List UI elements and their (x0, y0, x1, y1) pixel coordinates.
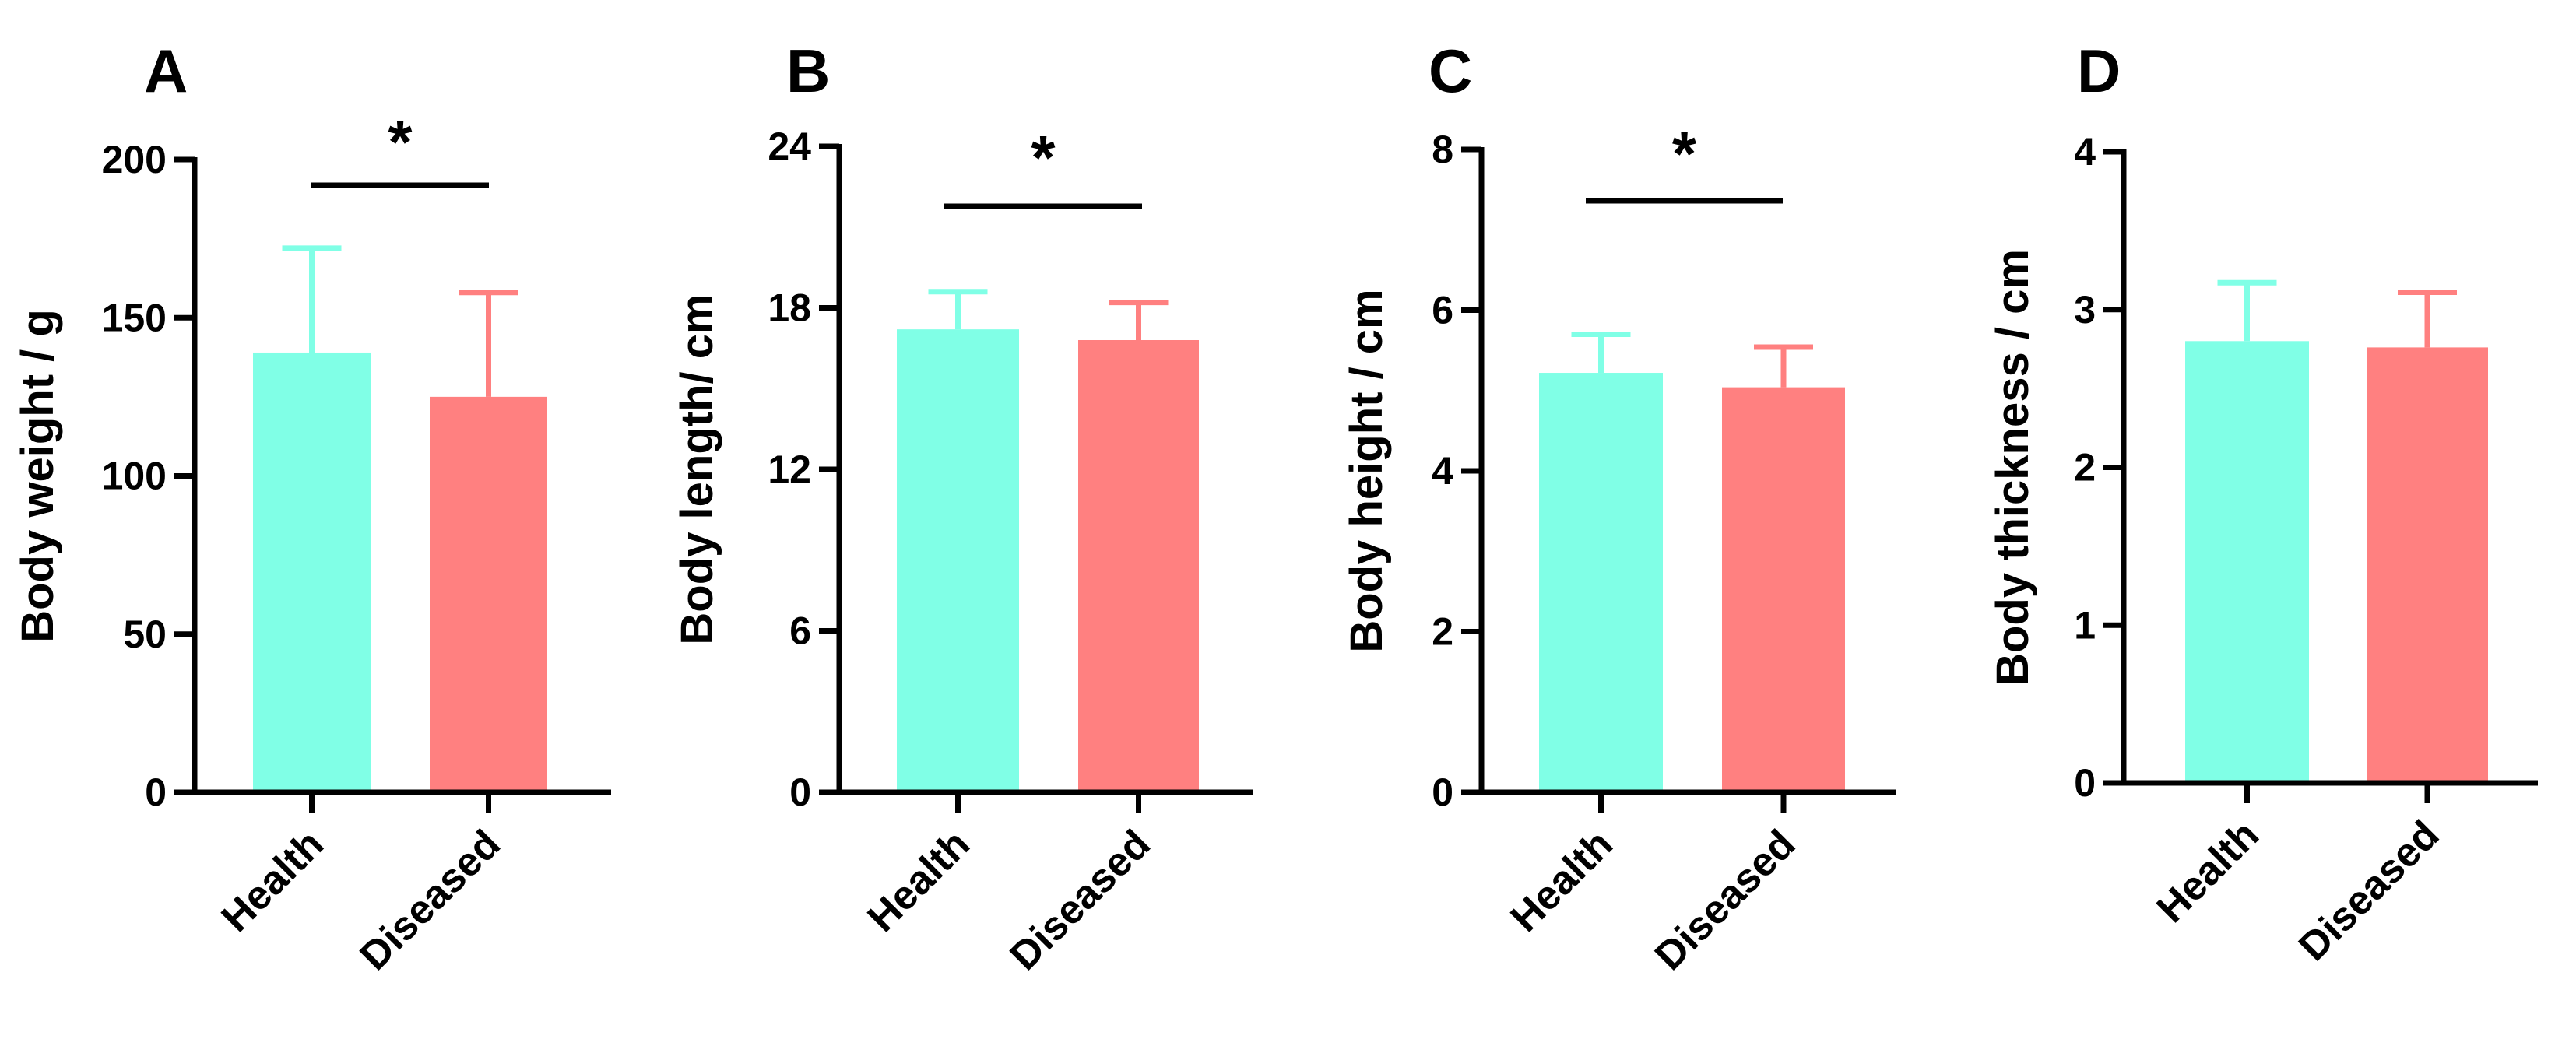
y-tick-label: 8 (1432, 128, 1453, 171)
y-tick-label: 50 (123, 613, 167, 656)
y-axis-title: Body length/ cm (672, 293, 722, 644)
bar-health (253, 352, 371, 793)
y-tick-label: 4 (1432, 449, 1453, 493)
bar-diseased (1722, 387, 1845, 792)
x-tick-label-diseased: Diseased (351, 821, 508, 978)
y-tick-label: 1 (2074, 603, 2096, 647)
significance-marker: * (1672, 119, 1697, 188)
y-tick-label: 2 (2074, 446, 2096, 490)
y-tick-label: 0 (789, 770, 811, 814)
x-tick-label-health: Health (1502, 821, 1622, 940)
y-axis-title: Body height / cm (1341, 289, 1392, 652)
bar-health (897, 329, 1019, 793)
bar-diseased (1078, 340, 1199, 792)
bar-health (1539, 373, 1663, 792)
bar-health (2185, 341, 2309, 783)
y-tick-label: 100 (102, 455, 167, 498)
y-tick-label: 0 (1432, 770, 1453, 814)
y-axis-title: Body weight / g (12, 309, 63, 643)
x-tick-label-health: Health (2149, 812, 2268, 931)
x-tick-label-diseased: Diseased (1646, 821, 1804, 978)
y-tick-label: 6 (1432, 289, 1453, 332)
y-tick-label: 0 (145, 770, 167, 814)
y-tick-label: 2 (1432, 610, 1453, 654)
chart-panel-b: B 0 6 12 18 24 Health Diseased Body length/ cm * (672, 37, 1253, 979)
y-tick-label: 6 (789, 609, 811, 653)
panel-letter: A (144, 37, 188, 105)
chart-panel-c: C 0 2 4 6 8 Health Diseased Body height / cm * (1341, 37, 1896, 979)
x-tick-label-health: Health (213, 821, 332, 940)
x-tick-label-health: Health (859, 821, 979, 940)
y-tick-label: 24 (768, 125, 811, 168)
x-tick-label-diseased: Diseased (2290, 812, 2448, 969)
chart-panel-d: D 0 1 2 3 4 Health Diseased Body thickness / cm (1987, 37, 2538, 970)
y-axis-title: Body thickness / cm (1987, 249, 2038, 686)
y-tick-label: 12 (768, 448, 811, 491)
y-tick-label: 200 (102, 138, 167, 181)
y-tick-label: 4 (2074, 130, 2096, 174)
panel-letter: D (2077, 37, 2121, 105)
significance-marker: * (1031, 123, 1056, 192)
panel-letter: C (1429, 37, 1472, 105)
y-tick-label: 3 (2074, 288, 2096, 332)
y-tick-label: 18 (768, 286, 811, 330)
panel-letter: B (786, 37, 830, 105)
bar-diseased (430, 396, 547, 792)
x-tick-label-diseased: Diseased (1001, 821, 1158, 978)
y-tick-label: 0 (2074, 761, 2096, 805)
bar-diseased (2367, 347, 2488, 783)
significance-marker: * (388, 107, 413, 177)
chart-panel-a: A 0 50 100 150 200 Health Diseased Body weight /… (12, 37, 611, 979)
y-tick-label: 150 (102, 296, 167, 339)
